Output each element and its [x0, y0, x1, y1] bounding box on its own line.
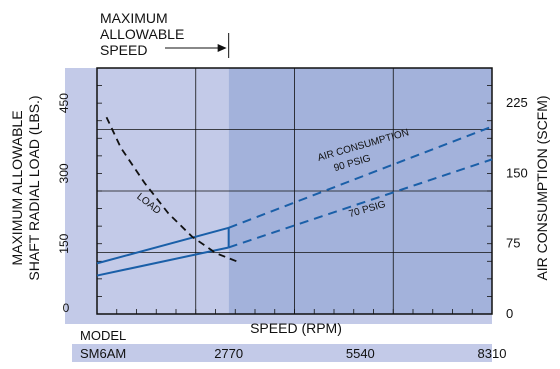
tick-label-layer: 0 150 300 450 0 75 150 225 2770 5540 8310 — [57, 93, 528, 361]
annotation-line3: SPEED — [100, 42, 147, 58]
left-tick-label: 450 — [57, 93, 71, 113]
annotation-line2: ALLOWABLE — [100, 26, 184, 42]
left-tick-label: 150 — [57, 233, 71, 253]
y-axis-left-label-line1: MAXIMUM ALLOWABLE — [9, 110, 25, 265]
left-tick-label: 300 — [57, 163, 71, 183]
right-tick-label: 75 — [506, 236, 520, 251]
series-90-psig-dashed-segment — [228, 125, 493, 229]
right-tick-label: 225 — [506, 95, 528, 110]
max-speed-arrow-head — [217, 44, 227, 52]
annotation-line1: MAXIMUM — [100, 10, 168, 26]
model-row-band — [72, 344, 492, 362]
model-name: SM6AM — [80, 346, 126, 361]
series-90-psig-solid-segment — [96, 226, 229, 265]
load-curve — [105, 116, 240, 264]
y-axis-left-label-line2: SHAFT RADIAL LOAD (LBS.) — [26, 95, 42, 280]
left-axis-band — [65, 68, 97, 314]
right-tick-label: 150 — [506, 165, 528, 180]
model-speed-label: 8310 — [478, 346, 507, 361]
background-layer — [65, 68, 492, 362]
left-tick-label: 0 — [63, 301, 70, 315]
series-70-psig-dashed-segment — [228, 158, 493, 249]
series-layer — [96, 116, 493, 277]
model-speed-label: 5540 — [346, 346, 375, 361]
series-70-psig-solid-segment — [96, 246, 229, 277]
model-header: MODEL — [80, 328, 126, 343]
bottom-axis-band — [65, 314, 492, 324]
grid-layer — [96, 33, 493, 315]
y-axis-right-label: AIR CONSUMPTION (SCFM) — [534, 95, 550, 280]
x-axis-label: SPEED (RPM) — [250, 320, 342, 336]
right-tick-label: 0 — [506, 306, 513, 321]
model-speed-label: 2770 — [214, 346, 243, 361]
